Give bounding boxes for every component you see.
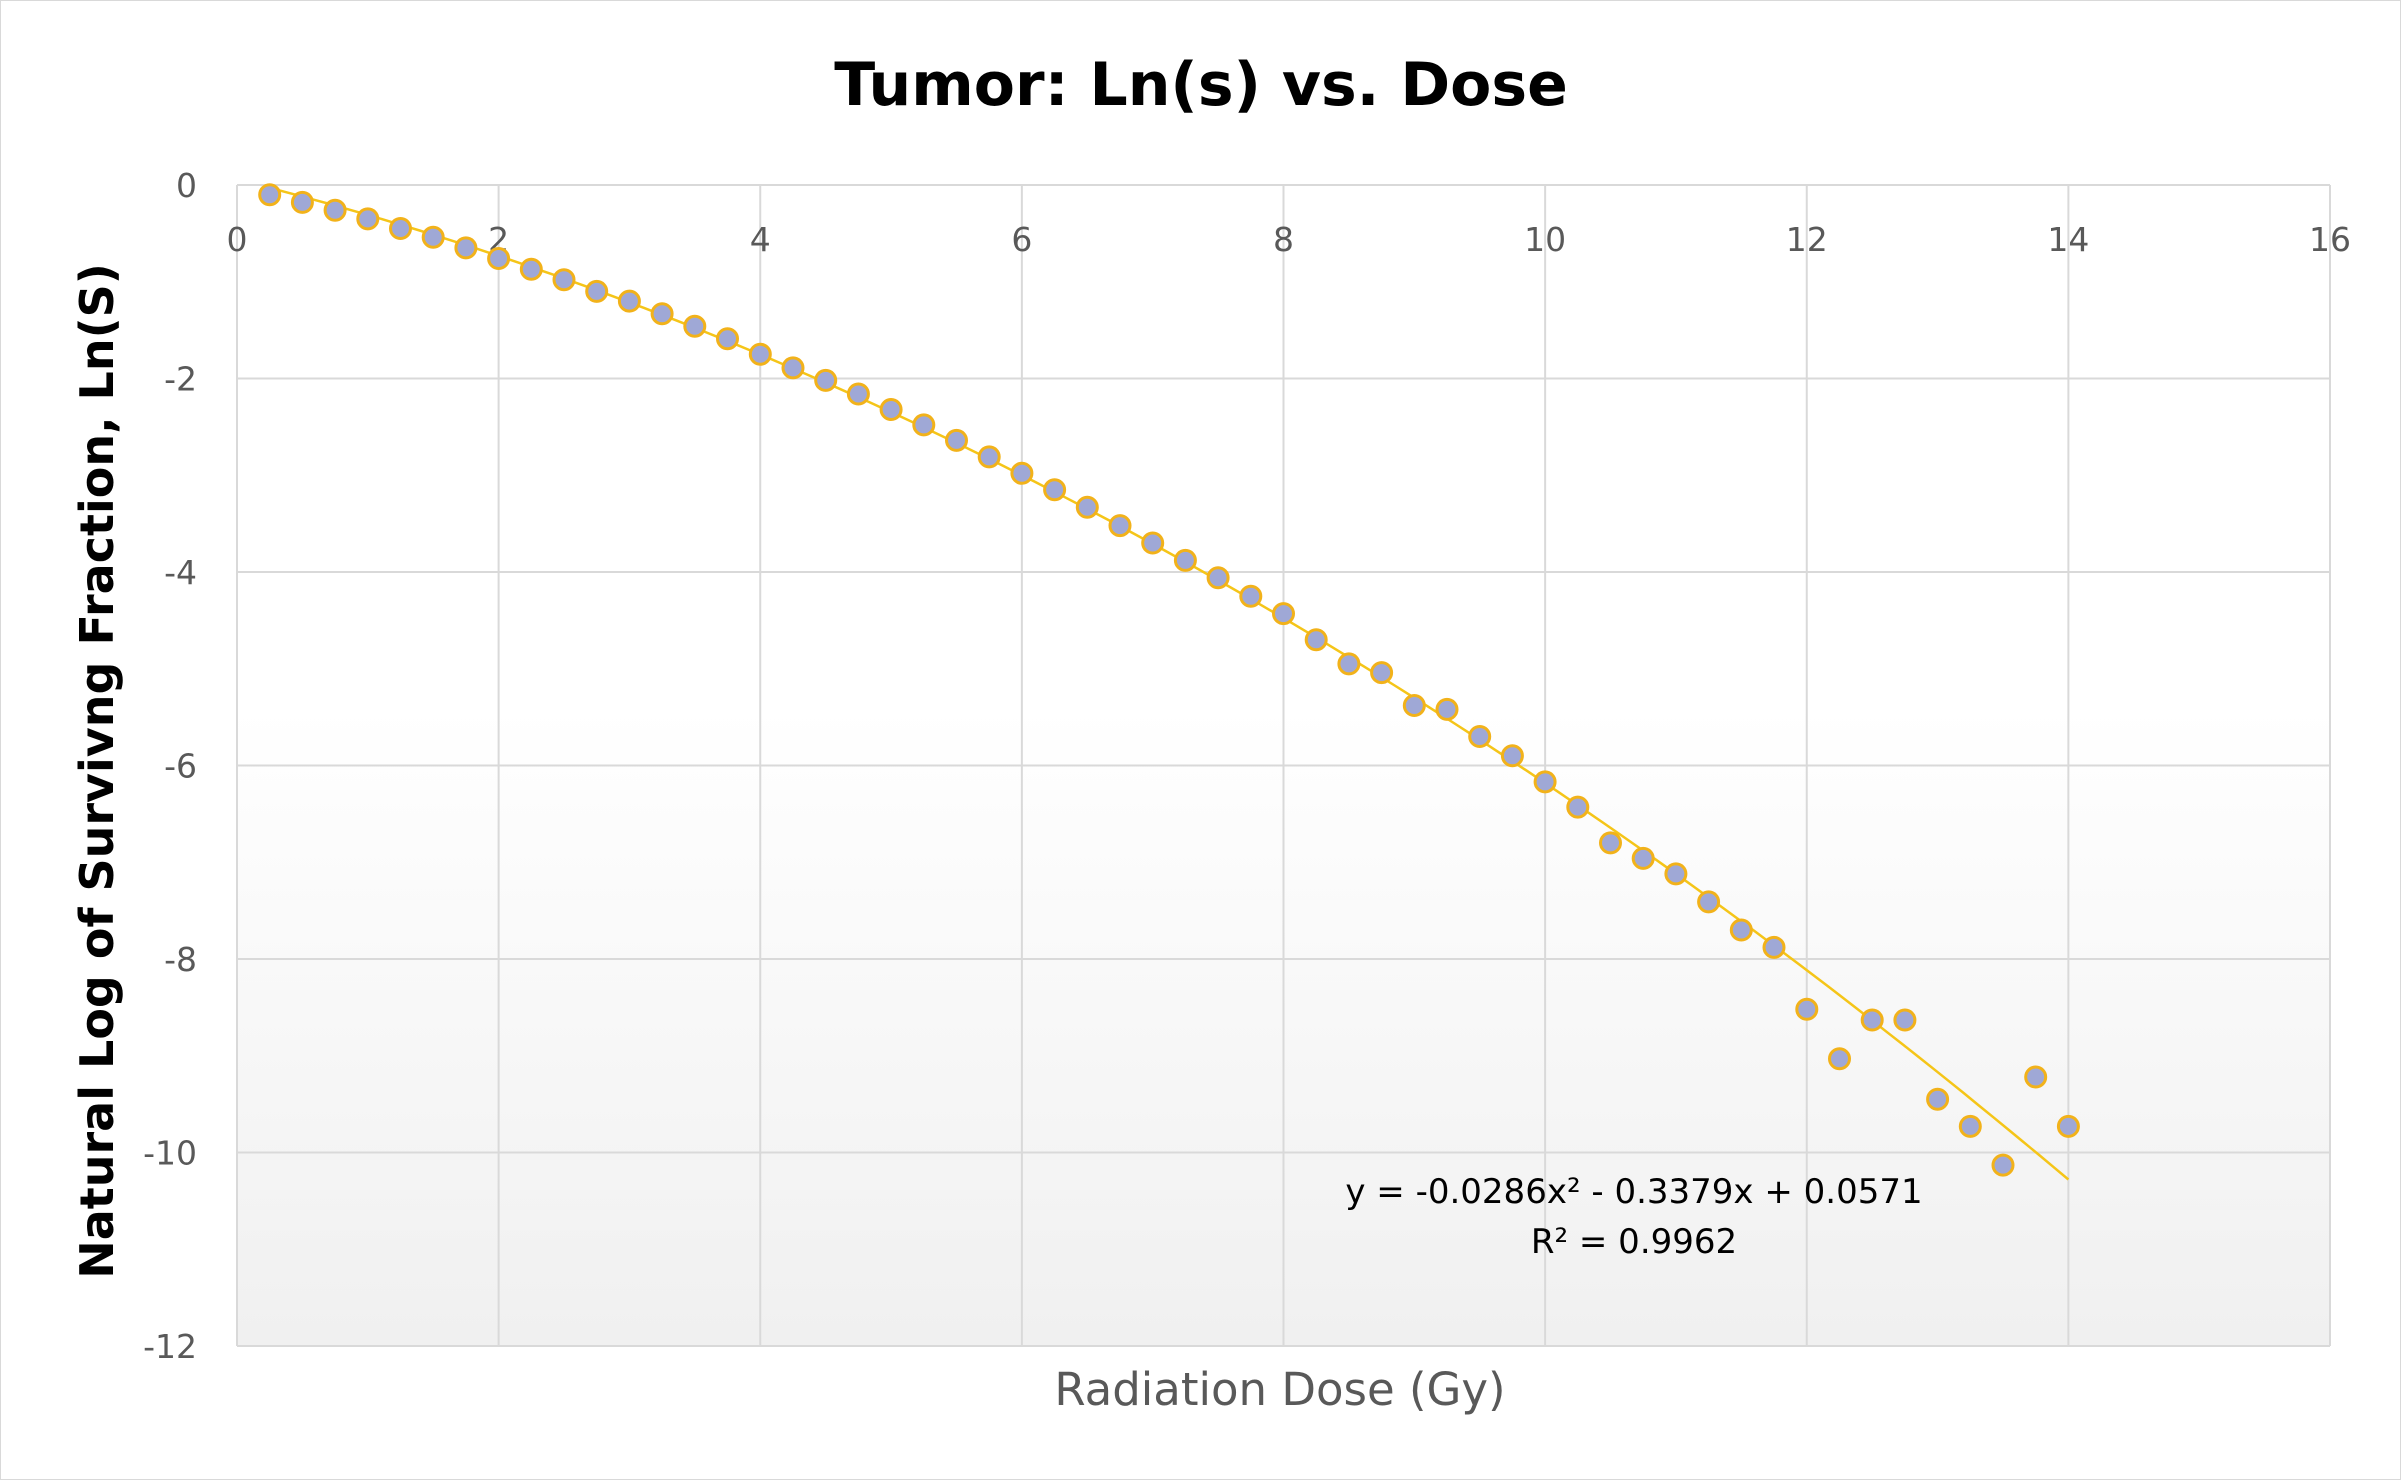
data-point [748, 342, 772, 366]
data-point [487, 247, 511, 270]
data-point [1795, 997, 1819, 1021]
data-point [846, 382, 870, 406]
y-axis-label: Natural Log of Survivng Fraction, Ln(S) [70, 263, 124, 1279]
x-tick-label: 8 [1273, 220, 1294, 259]
x-tick-label: 6 [1011, 220, 1032, 259]
y-tick-label: 0 [176, 166, 197, 205]
data-point [1304, 628, 1328, 652]
data-point [1043, 478, 1067, 502]
trendline-r-squared: R² = 0.9962 [1531, 1222, 1737, 1262]
data-point [323, 198, 347, 222]
x-tick-label: 16 [2309, 220, 2351, 259]
data-point [617, 289, 641, 313]
x-axis-label: Radiation Dose (Gy) [1054, 1363, 1505, 1416]
y-tick-label: -8 [164, 940, 197, 979]
x-tick-label: 14 [2047, 220, 2089, 259]
data-point [814, 368, 838, 392]
data-point [1010, 461, 1034, 485]
data-point [1337, 652, 1361, 676]
data-point [945, 428, 968, 452]
data-point [389, 217, 412, 240]
data-point [1468, 725, 1492, 748]
data-point [2024, 1065, 2048, 1089]
x-tick-label: 10 [1524, 220, 1566, 259]
data-point [977, 445, 1001, 469]
data-point [2056, 1114, 2080, 1138]
data-point [650, 302, 674, 326]
data-point [1370, 661, 1394, 685]
data-point [1500, 744, 1524, 768]
data-point [1566, 795, 1590, 819]
data-point [519, 257, 543, 281]
data-point [1599, 831, 1622, 855]
y-tick-label: -2 [164, 360, 197, 399]
chart-title: Tumor: Ln(s) vs. Dose [834, 50, 1568, 120]
data-point [421, 225, 445, 249]
x-tick-label: 4 [750, 220, 771, 259]
y-axis-tick-labels: 0 -2 -4 -6 -8 -10 -12 [143, 166, 197, 1366]
data-point [585, 279, 609, 303]
data-point [1206, 566, 1230, 590]
data-point [356, 207, 380, 231]
data-point [1435, 697, 1459, 721]
trendline-equation: y = -0.0286x² - 0.3379x + 0.0571 [1345, 1172, 1922, 1212]
data-point [290, 190, 314, 214]
data-point [1893, 1008, 1917, 1032]
data-point [552, 268, 576, 292]
data-point [1991, 1153, 2015, 1177]
data-point [912, 413, 936, 437]
data-point [1664, 862, 1688, 886]
data-point [1533, 770, 1557, 794]
y-tick-label: -12 [143, 1327, 197, 1366]
data-point [781, 356, 805, 380]
data-point [1926, 1087, 1950, 1111]
data-point [1075, 495, 1099, 519]
y-tick-label: -4 [164, 553, 197, 592]
data-point [879, 398, 903, 421]
data-point [683, 314, 707, 338]
data-point [1239, 584, 1263, 608]
horizontal-gridlines [237, 184, 2330, 1347]
data-point [1762, 935, 1786, 959]
data-point [1828, 1047, 1851, 1071]
x-tick-label: 12 [1786, 220, 1828, 259]
data-point [1108, 514, 1132, 538]
data-point [716, 327, 739, 351]
data-point [1697, 890, 1721, 914]
data-point [1141, 531, 1165, 555]
y-tick-label: -10 [143, 1134, 197, 1173]
data-point [258, 183, 282, 207]
data-point [1272, 602, 1295, 626]
data-point [1729, 918, 1753, 942]
data-points [258, 183, 2080, 1177]
data-point [1402, 694, 1426, 717]
data-point [1958, 1114, 1982, 1138]
data-point [454, 236, 478, 260]
x-tick-label: 0 [227, 220, 248, 259]
data-point [1860, 1008, 1884, 1032]
data-point [1631, 846, 1655, 870]
data-point [1173, 548, 1197, 572]
y-tick-label: -6 [164, 747, 197, 786]
